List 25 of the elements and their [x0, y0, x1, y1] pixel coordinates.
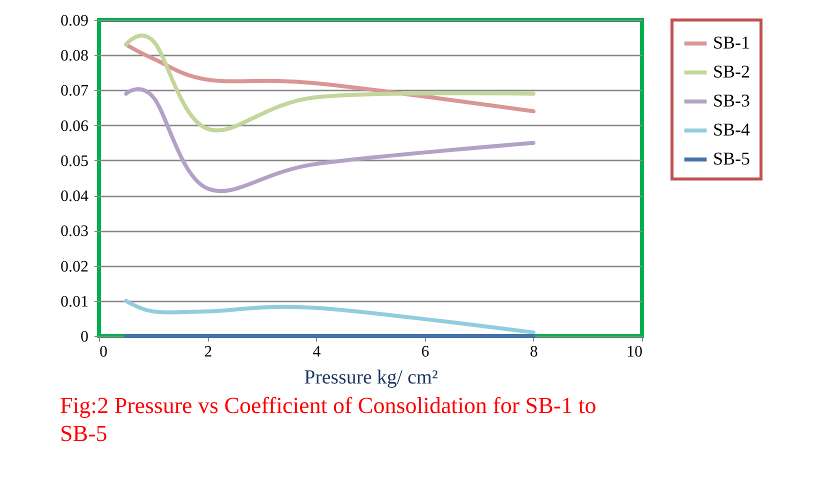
y-tick-label: 0.04	[60, 188, 88, 206]
y-tick-label: 0.06	[60, 118, 88, 135]
y-tick-label: 0.09	[60, 12, 88, 30]
x-tick-label: 8	[530, 344, 538, 360]
y-tick-label: 0.02	[60, 258, 88, 276]
x-tick-label: 6	[421, 344, 430, 360]
x-tick-label: 0	[100, 344, 108, 360]
legend-label: SB-1	[713, 32, 750, 52]
y-tick-label: 0.01	[60, 293, 88, 310]
legend-label: SB-2	[713, 62, 750, 82]
y-tick-label: 0	[80, 328, 88, 346]
y-tick-label: 0.07	[60, 82, 88, 100]
x-axis-title: Pressure kg/ cm²	[304, 366, 438, 388]
x-tick-label: 4	[312, 344, 321, 360]
y-tick-label: 0.08	[60, 48, 88, 65]
text: Fig:2 Pressure vs Coefficient of Consolidation for SB-1 to SB-5	[60, 393, 596, 446]
legend-label: SB-3	[713, 90, 750, 110]
legend-label: SB-5	[713, 148, 750, 168]
x-tick-label: 2	[204, 344, 212, 360]
y-tick-label: 0.05	[60, 152, 88, 170]
y-tick-label: 0.03	[60, 223, 88, 240]
line-series	[124, 298, 536, 334]
x-tick-label: 10	[626, 344, 642, 360]
legend-label: SB-4	[713, 120, 750, 140]
line-series	[124, 42, 536, 114]
